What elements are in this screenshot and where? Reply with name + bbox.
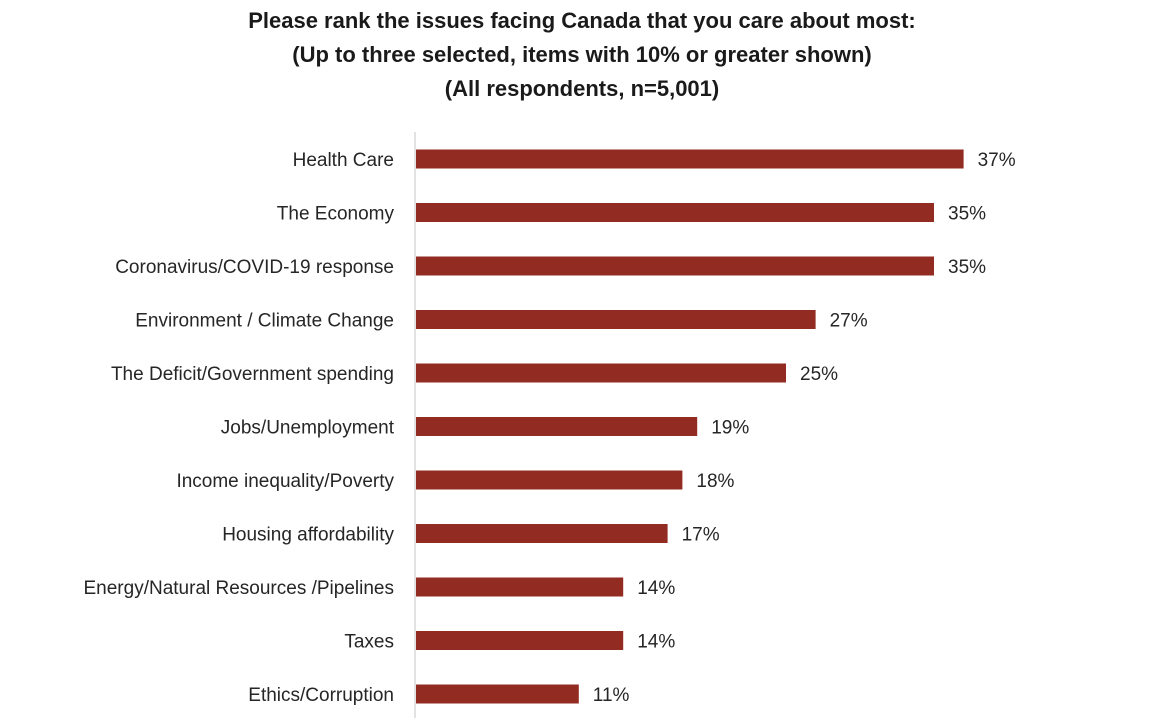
bars-layer: Health Care 37% The Economy 35% Coronavirus/…	[84, 149, 1016, 706]
bar-5	[416, 417, 698, 436]
chart-title-line-3: (All respondents, n=5,001)	[444, 76, 720, 101]
value-label-5: 19%	[711, 418, 749, 439]
category-label-5: Jobs/Unemployment	[221, 418, 395, 439]
category-label-8: Energy/Natural Resources /Pipelines	[84, 578, 395, 599]
chart-title: Please rank the issues facing Canada tha…	[0, 4, 1164, 106]
category-label-1: The Economy	[277, 204, 395, 225]
value-label-7: 17%	[682, 525, 720, 546]
category-label-3: Environment / Climate Change	[135, 311, 394, 332]
bar-2	[416, 256, 934, 276]
category-label-9: Taxes	[344, 632, 394, 653]
value-label-1: 35%	[948, 204, 986, 225]
value-label-2: 35%	[948, 257, 986, 278]
bar-6	[416, 470, 683, 490]
chart-title-line-2: (Up to three selected, items with 10% or…	[292, 42, 872, 67]
category-label-7: Housing affordability	[222, 525, 394, 546]
category-label-6: Income inequality/Poverty	[176, 471, 394, 492]
bar-8	[416, 577, 624, 597]
value-label-3: 27%	[830, 311, 868, 332]
category-label-2: Coronavirus/COVID-19 response	[115, 257, 394, 278]
value-label-4: 25%	[800, 364, 838, 385]
category-label-10: Ethics/Corruption	[248, 685, 394, 706]
chart-title-line-1: Please rank the issues facing Canada tha…	[248, 8, 916, 33]
value-label-6: 18%	[696, 471, 734, 492]
bar-7	[416, 524, 668, 543]
category-label-0: Health Care	[293, 150, 394, 171]
bar-1	[416, 203, 934, 222]
bar-0	[416, 149, 964, 169]
bar-9	[416, 631, 624, 650]
bar-10	[416, 684, 579, 704]
value-label-8: 14%	[637, 578, 675, 599]
category-label-4: The Deficit/Government spending	[111, 364, 394, 385]
value-label-0: 37%	[978, 150, 1016, 171]
value-label-9: 14%	[637, 632, 675, 653]
value-label-10: 11%	[593, 685, 630, 706]
bar-3	[416, 310, 816, 329]
bar-4	[416, 363, 786, 383]
